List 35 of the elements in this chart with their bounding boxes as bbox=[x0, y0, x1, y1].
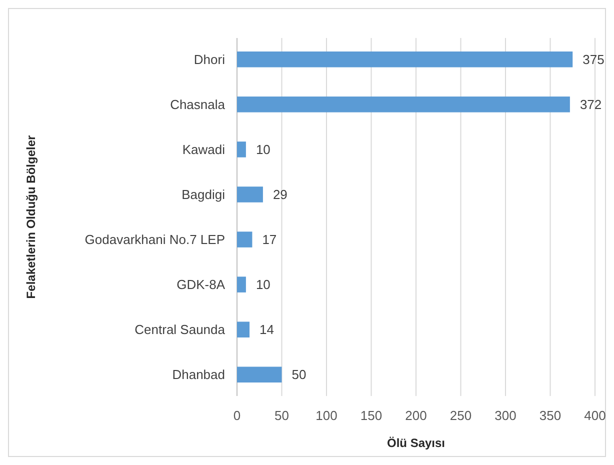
x-tick-label: 400 bbox=[584, 408, 606, 423]
bar bbox=[237, 52, 573, 68]
y-tick-label: Dhanbad bbox=[172, 367, 225, 382]
x-tick-label: 150 bbox=[360, 408, 382, 423]
data-label: 375 bbox=[582, 52, 604, 67]
x-axis-title: Ölü Sayısı bbox=[386, 436, 446, 450]
y-tick-label: Kawadi bbox=[182, 142, 226, 158]
data-label: 10 bbox=[256, 277, 270, 292]
y-tick-label: Bagdigi bbox=[182, 187, 226, 202]
y-tick-label: Dhori bbox=[194, 52, 226, 67]
y-tick-label: Central Saunda bbox=[134, 322, 226, 338]
bar bbox=[237, 232, 252, 248]
data-label: 17 bbox=[262, 232, 277, 248]
x-tick-label: 0 bbox=[233, 408, 241, 423]
bar bbox=[237, 276, 246, 292]
x-tick-label: 100 bbox=[316, 408, 338, 423]
x-tick-label: 250 bbox=[450, 408, 472, 423]
data-label: 50 bbox=[292, 367, 306, 382]
y-axis-title: Felaketlerin Olduğu Bölgeler bbox=[24, 134, 38, 299]
bar bbox=[237, 366, 282, 382]
data-label: 372 bbox=[580, 96, 602, 112]
x-tick-label: 350 bbox=[539, 408, 562, 423]
x-tick-label: 300 bbox=[494, 408, 516, 423]
bar bbox=[237, 142, 246, 158]
data-label: 29 bbox=[272, 187, 288, 202]
x-tick-label: 200 bbox=[405, 408, 427, 423]
x-tick-label: 50 bbox=[274, 408, 289, 423]
data-label: 10 bbox=[256, 142, 270, 158]
bar bbox=[237, 322, 250, 338]
y-tick-label: Godavarkhani No.7 LEP bbox=[84, 232, 225, 248]
data-label: 14 bbox=[260, 322, 274, 338]
bar bbox=[237, 96, 570, 112]
y-tick-label: GDK-8A bbox=[176, 277, 226, 292]
bar bbox=[237, 186, 263, 202]
y-tick-label: Chasnala bbox=[170, 96, 226, 112]
